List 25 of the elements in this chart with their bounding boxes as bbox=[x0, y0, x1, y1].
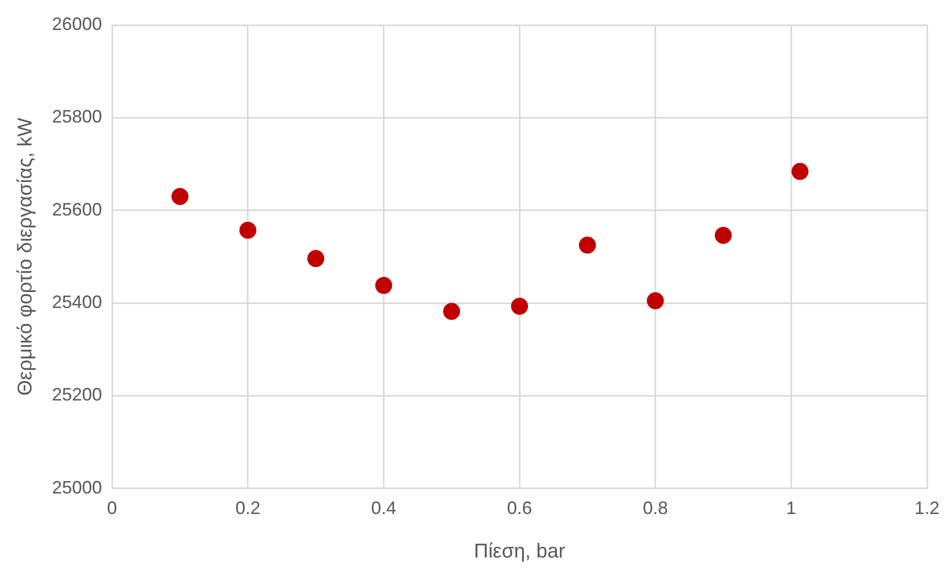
point bbox=[375, 276, 392, 294]
x-tick-label: 0.4 bbox=[371, 498, 396, 518]
point bbox=[171, 188, 188, 205]
point bbox=[646, 292, 664, 310]
y-tick-label: 25200 bbox=[52, 384, 102, 405]
y-tick-label: 25600 bbox=[52, 199, 102, 220]
y-tick-label: 25400 bbox=[52, 292, 102, 312]
x-tick-label: 0.2 bbox=[235, 498, 260, 518]
y-axis-title: Θερμικό φορτίο διεργασίας, kW bbox=[14, 118, 37, 396]
point bbox=[443, 302, 460, 320]
y-tick-label: 25800 bbox=[52, 106, 102, 127]
x-axis-title: Πίεση, bar bbox=[474, 540, 566, 563]
x-tick-label: 1 bbox=[786, 498, 796, 518]
x-tick-label: 1.2 bbox=[914, 498, 940, 518]
y-tick-label: 26000 bbox=[52, 14, 102, 34]
point bbox=[511, 298, 528, 315]
y-tick-label: 25000 bbox=[52, 477, 102, 498]
point bbox=[307, 250, 324, 268]
x-tick-label: 0 bbox=[107, 498, 118, 518]
point bbox=[714, 226, 732, 244]
x-tick-label: 0.6 bbox=[507, 498, 532, 518]
point bbox=[792, 162, 809, 180]
point bbox=[239, 222, 256, 239]
x-tick-label: 0.8 bbox=[642, 498, 668, 518]
point bbox=[578, 236, 596, 254]
